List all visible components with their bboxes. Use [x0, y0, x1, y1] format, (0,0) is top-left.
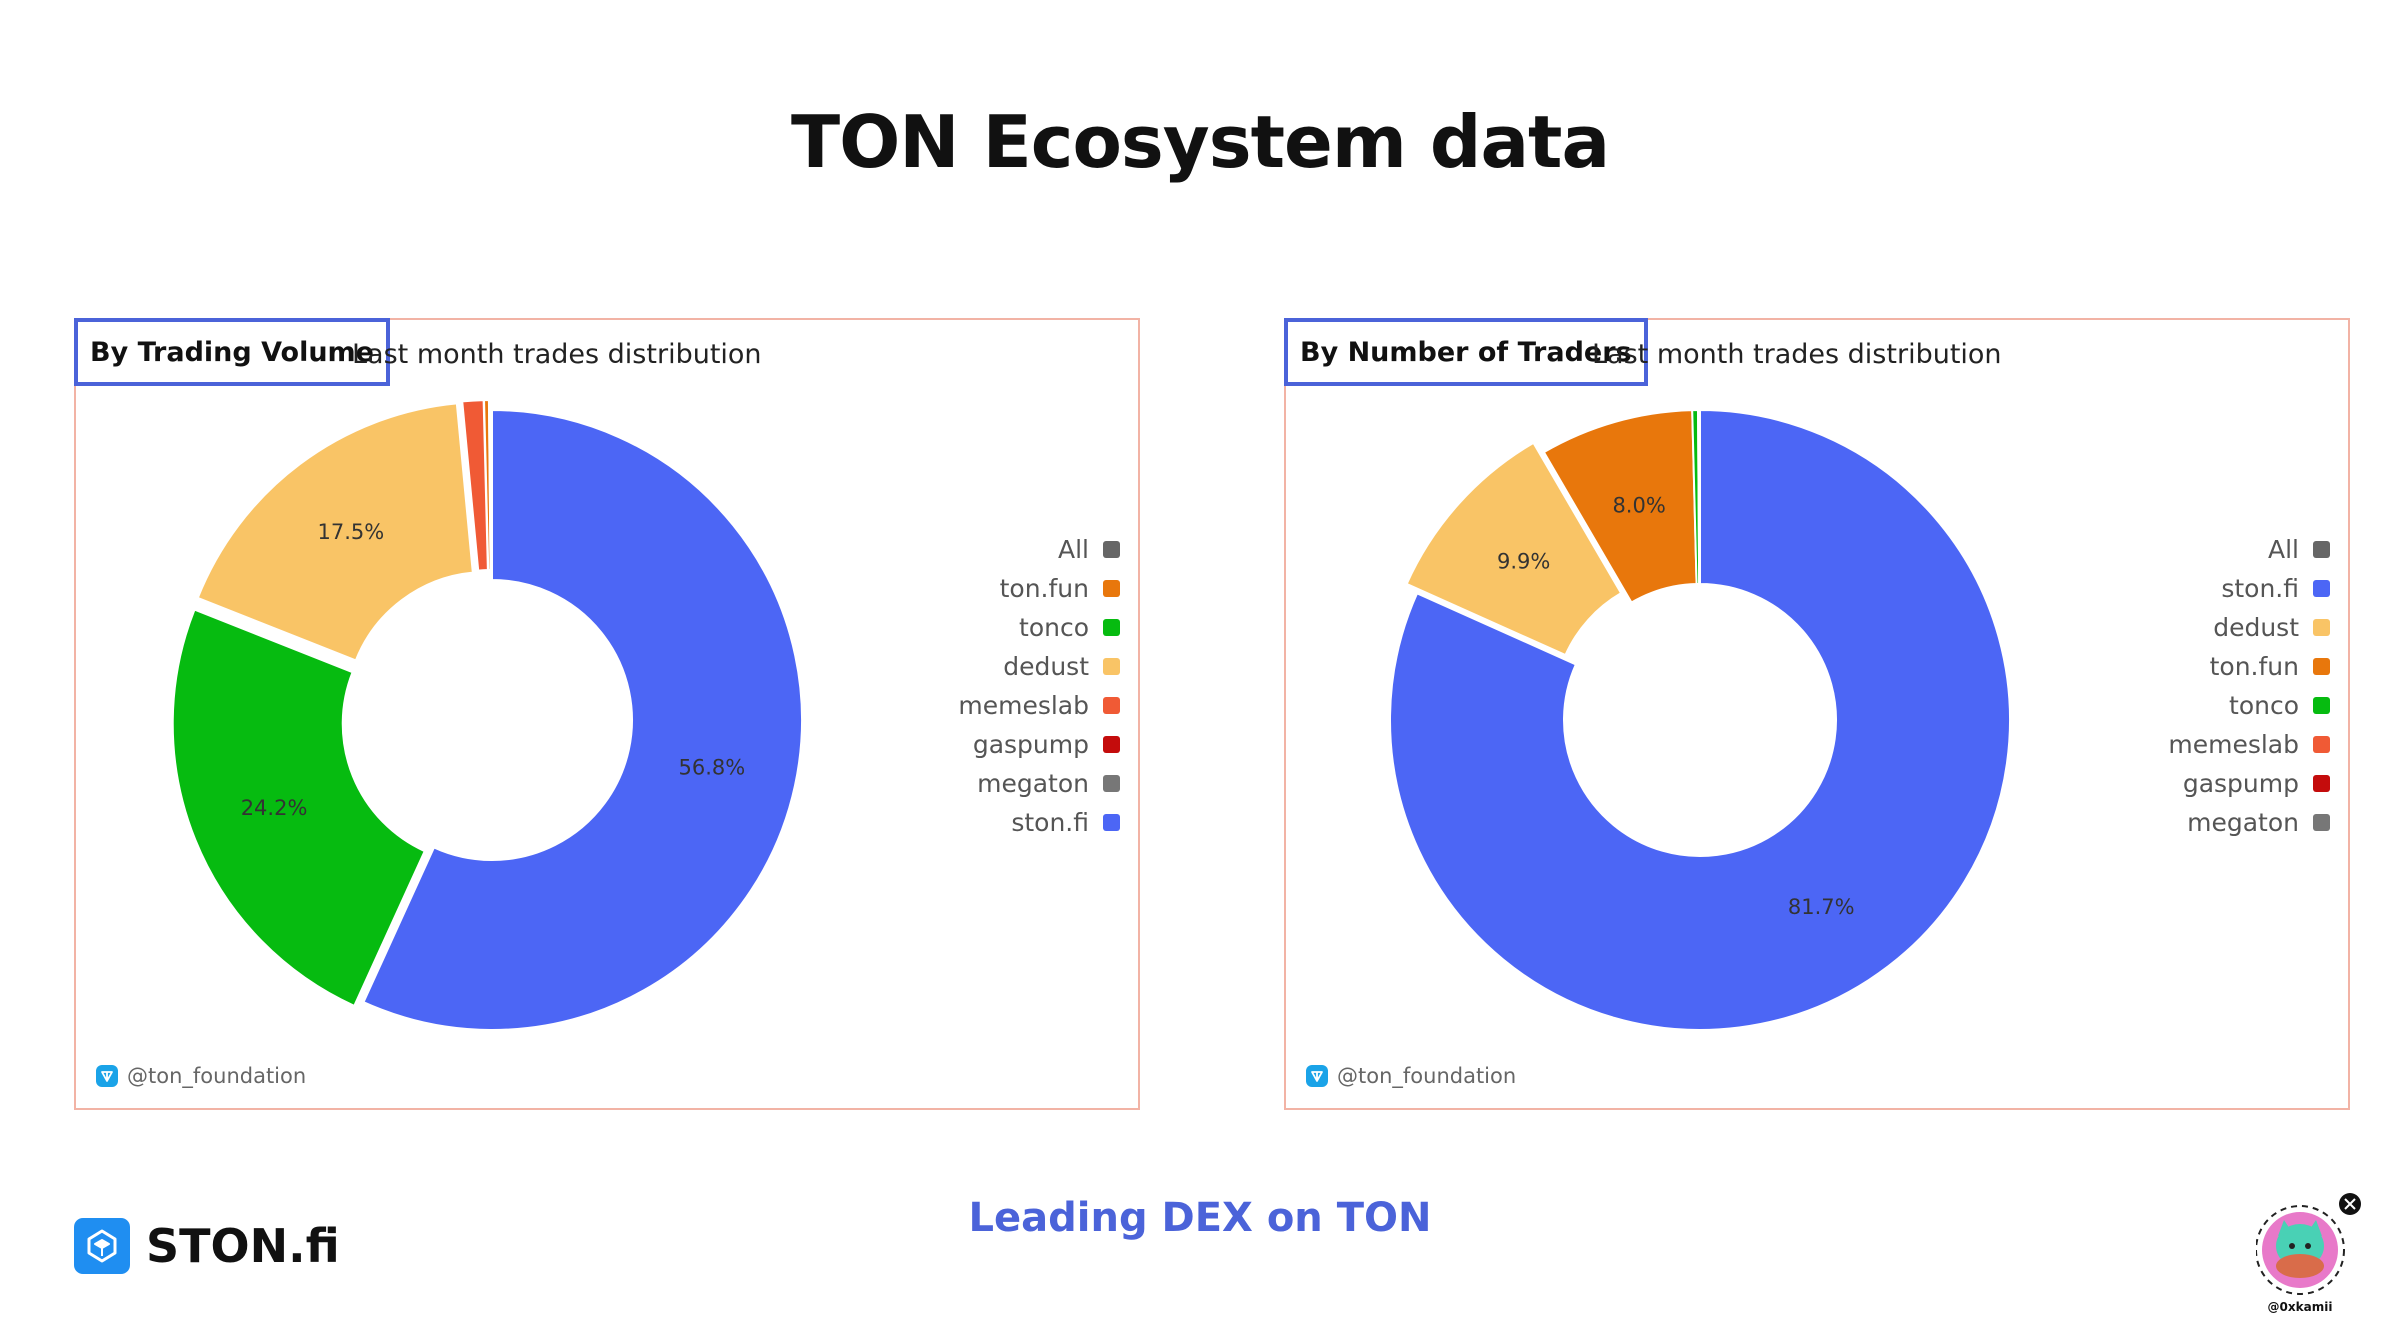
legend-item-ton-fun[interactable]: ton.fun: [2168, 647, 2330, 686]
legend-swatch: [1103, 736, 1120, 753]
chart-credit: @ton_foundation: [96, 1064, 306, 1088]
legend-label: megaton: [2187, 808, 2299, 837]
panel-subtitle: Last month trades distribution: [1592, 338, 2002, 370]
trading-volume-donut-chart: 56.8% 24.2% 17.5%: [171, 398, 803, 1031]
ston-fi-logo-icon: [74, 1218, 130, 1274]
legend-label: ton.fun: [2209, 652, 2299, 681]
slice-ston-fi[interactable]: [1389, 408, 2011, 1031]
legend-label: megaton: [977, 769, 1089, 798]
legend-swatch: [1103, 619, 1120, 636]
legend-label: ton.fun: [999, 574, 1089, 603]
x-logo-icon: [2339, 1193, 2361, 1215]
legend-label: memeslab: [2168, 730, 2299, 759]
legend-item-dedust[interactable]: dedust: [958, 647, 1120, 686]
legend-swatch: [1103, 658, 1120, 675]
legend-swatch: [2313, 619, 2330, 636]
brand: STON.fi: [74, 1218, 340, 1274]
slice-label-ton-fun: 8.0%: [1612, 493, 1665, 517]
slice-label-ston-fi: 81.7%: [1788, 895, 1855, 919]
legend-swatch: [2313, 658, 2330, 675]
legend-swatch: [1103, 580, 1120, 597]
legend-item-ton-fun[interactable]: ton.fun: [958, 569, 1120, 608]
slice-ston-fi[interactable]: [362, 408, 803, 1031]
legend-item-gaspump[interactable]: gaspump: [958, 725, 1120, 764]
legend-label: dedust: [1003, 652, 1089, 681]
legend-swatch: [2313, 775, 2330, 792]
legend-label: ston.fi: [2221, 574, 2299, 603]
legend-swatch: [1103, 541, 1120, 558]
legend-item-all[interactable]: All: [2168, 530, 2330, 569]
legend-swatch: [2313, 580, 2330, 597]
number-of-traders-panel: By Number of Traders Last month trades d…: [1284, 318, 2350, 1110]
chart-legend: All ton.fun tonco dedust memeslab gaspump mega…: [958, 530, 1120, 842]
legend-item-all[interactable]: All: [958, 530, 1120, 569]
legend-item-memeslab[interactable]: memeslab: [958, 686, 1120, 725]
legend-swatch: [2313, 541, 2330, 558]
slice-label-ston-fi: 56.8%: [679, 756, 746, 780]
tagline: Leading DEX on TON: [968, 1195, 1432, 1241]
legend-label: gaspump: [2182, 769, 2299, 798]
panel-subtitle: Last month trades distribution: [352, 338, 762, 370]
legend-label: All: [2268, 535, 2299, 564]
brand-name: STON.fi: [146, 1219, 340, 1273]
slice-dedust[interactable]: [1405, 441, 1623, 657]
author-avatar: @0xkamii: [2255, 1192, 2366, 1327]
slice-label-tonco: 24.2%: [241, 796, 308, 820]
credit-text: @ton_foundation: [1337, 1064, 1517, 1088]
legend-item-ston-fi[interactable]: ston.fi: [2168, 569, 2330, 608]
legend-label: memeslab: [958, 691, 1089, 720]
legend-label: dedust: [2213, 613, 2299, 642]
legend-item-ston-fi[interactable]: ston.fi: [958, 803, 1120, 842]
panel-tag: By Trading Volume: [74, 318, 390, 386]
chart-legend: All ston.fi dedust ton.fun tonco memeslab gasp…: [2168, 530, 2330, 842]
legend-item-tonco[interactable]: tonco: [958, 608, 1120, 647]
legend-item-megaton[interactable]: megaton: [2168, 803, 2330, 842]
legend-item-memeslab[interactable]: memeslab: [2168, 725, 2330, 764]
legend-item-gaspump[interactable]: gaspump: [2168, 764, 2330, 803]
legend-swatch: [1103, 775, 1120, 792]
slice-label-dedust: 17.5%: [318, 520, 385, 544]
slice-tonco[interactable]: [171, 608, 427, 1008]
legend-label: tonco: [2229, 691, 2299, 720]
legend-swatch: [2313, 814, 2330, 831]
legend-label: tonco: [1019, 613, 1089, 642]
panel-tag: By Number of Traders: [1284, 318, 1648, 386]
legend-swatch: [1103, 814, 1120, 831]
legend-label: All: [1058, 535, 1089, 564]
page-title: TON Ecosystem data: [790, 100, 1610, 184]
slice-dedust[interactable]: [196, 402, 474, 662]
legend-item-dedust[interactable]: dedust: [2168, 608, 2330, 647]
legend-label: gaspump: [972, 730, 1089, 759]
ton-logo-icon: [1306, 1065, 1328, 1087]
legend-item-megaton[interactable]: megaton: [958, 764, 1120, 803]
legend-swatch: [2313, 697, 2330, 714]
ton-logo-icon: [96, 1065, 118, 1087]
trading-volume-panel: By Trading Volume Last month trades dist…: [74, 318, 1140, 1110]
slice-label-dedust: 9.9%: [1497, 550, 1550, 574]
number-of-traders-donut-chart: 81.7% 9.9% 8.0%: [1389, 408, 2011, 1031]
legend-swatch: [1103, 697, 1120, 714]
avatar-handle: @0xkamii: [2267, 1300, 2333, 1314]
legend-label: ston.fi: [1011, 808, 1089, 837]
chart-credit: @ton_foundation: [1306, 1064, 1516, 1088]
legend-swatch: [2313, 736, 2330, 753]
slice-megaton[interactable]: [490, 398, 493, 572]
slice-megaton[interactable]: [1698, 408, 1701, 586]
credit-text: @ton_foundation: [127, 1064, 307, 1088]
legend-item-tonco[interactable]: tonco: [2168, 686, 2330, 725]
